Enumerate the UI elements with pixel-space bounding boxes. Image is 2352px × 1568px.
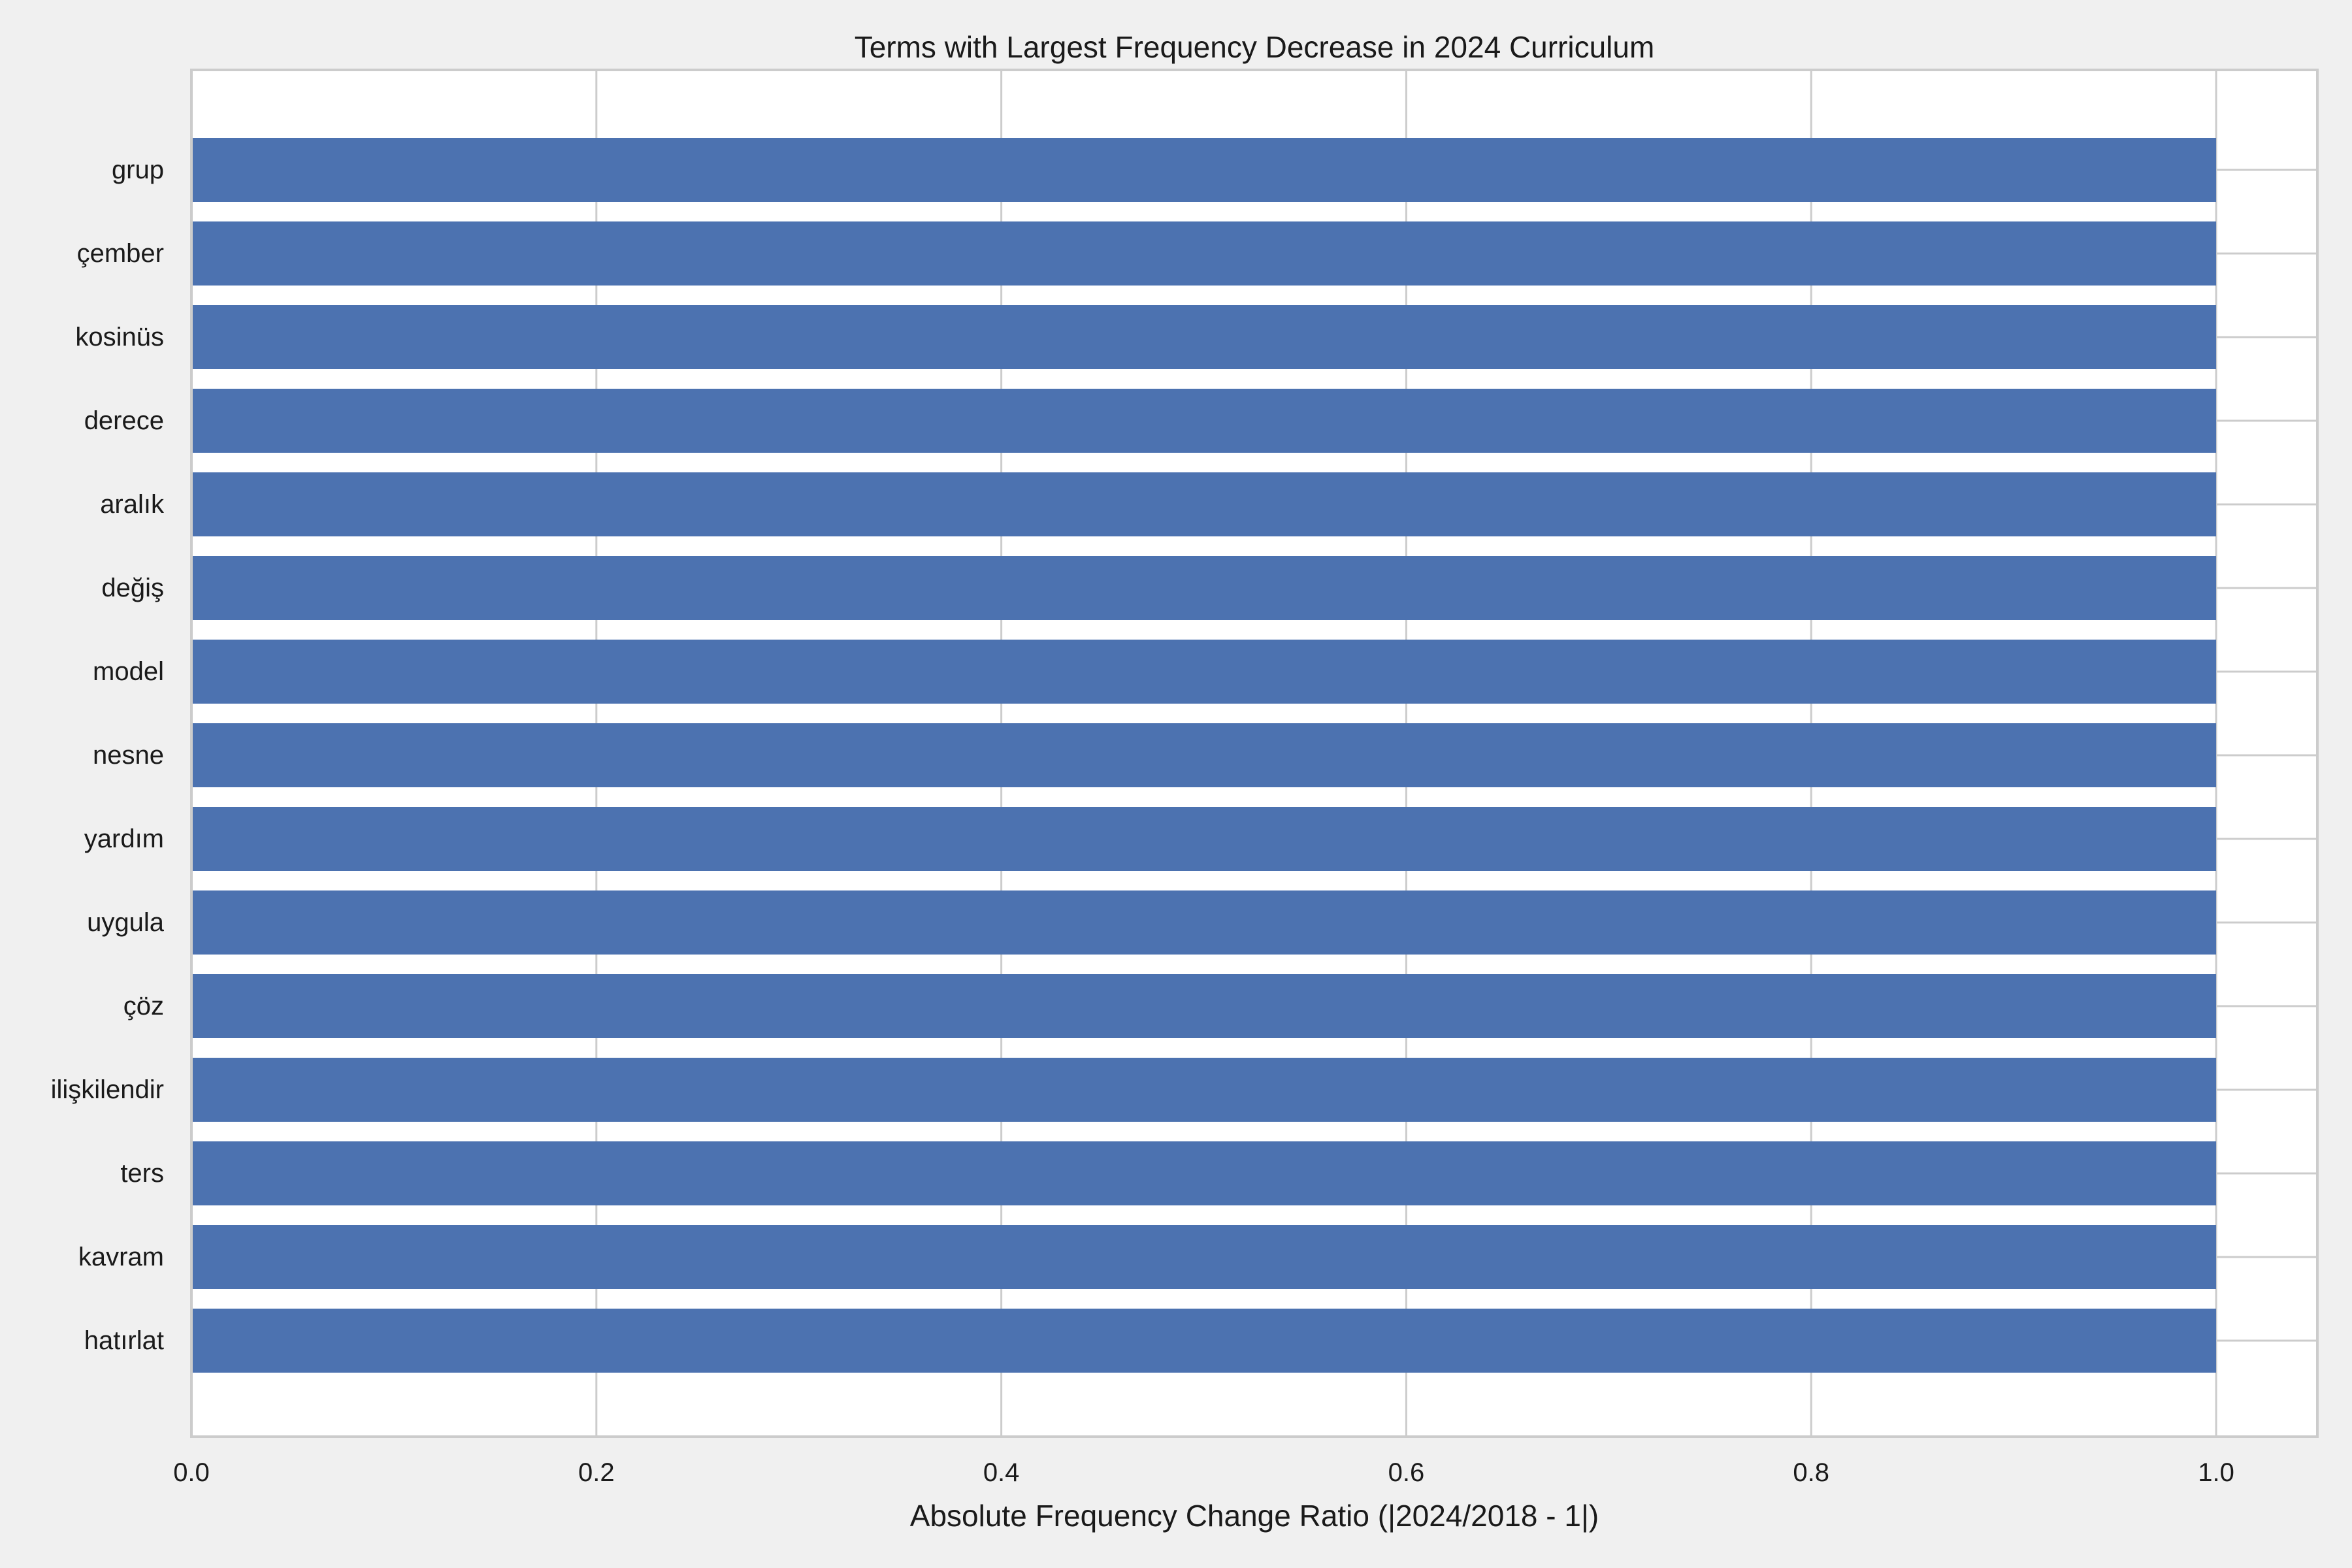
bar-ters — [191, 1141, 2217, 1205]
y-tick-label: ilişkilendir — [51, 1075, 164, 1104]
y-tick-label: nesne — [93, 741, 164, 770]
bar-uygula — [191, 890, 2217, 955]
bar-kavram — [191, 1225, 2217, 1289]
plot-frame — [190, 69, 2319, 1438]
x-tick-label: 0.2 — [578, 1458, 615, 1487]
y-tick-label: çöz — [123, 992, 164, 1021]
x-tick-label: 1.0 — [2198, 1458, 2234, 1487]
y-tick-label: yardım — [84, 825, 164, 853]
y-tick-label: model — [93, 657, 164, 686]
y-tick-labels: grup çember kosinüs derece aralık değiş model n… — [51, 155, 165, 1355]
x-tick-label: 0.4 — [983, 1458, 1020, 1487]
bars — [191, 138, 2217, 1373]
x-axis-label: Absolute Frequency Change Ratio (|2024/2… — [910, 1499, 1599, 1533]
bar-derece — [191, 389, 2217, 453]
bar-aralık — [191, 472, 2217, 536]
bar-çöz — [191, 974, 2217, 1038]
y-tick-label: grup — [112, 155, 164, 184]
x-tick-labels: 0.0 0.2 0.4 0.6 0.8 1.0 — [173, 1458, 2234, 1487]
bar-ilişkilendir — [191, 1058, 2217, 1122]
bar-kosinüs — [191, 305, 2217, 369]
y-tick-label: uygula — [87, 908, 165, 937]
chart-title: Terms with Largest Frequency Decrease in… — [855, 30, 1655, 64]
x-tick-label: 0.0 — [173, 1458, 210, 1487]
x-tick-label: 0.8 — [1793, 1458, 1829, 1487]
y-tick-label: derece — [84, 406, 164, 435]
bar-model — [191, 640, 2217, 704]
y-tick-label: kavram — [78, 1243, 164, 1271]
bar-nesne — [191, 723, 2217, 787]
bar-hatırlat — [191, 1309, 2217, 1373]
y-tick-label: ters — [120, 1159, 164, 1188]
y-tick-label: hatırlat — [84, 1326, 164, 1355]
bar-grup — [191, 138, 2217, 202]
bar-yardım — [191, 807, 2217, 871]
y-tick-label: çember — [77, 239, 164, 268]
bar-değiş — [191, 556, 2217, 620]
y-tick-label: değiş — [101, 574, 164, 602]
y-tick-label: aralık — [100, 490, 165, 519]
bar-çember — [191, 221, 2217, 286]
y-tick-label: kosinüs — [75, 323, 164, 351]
x-tick-label: 0.6 — [1388, 1458, 1425, 1487]
